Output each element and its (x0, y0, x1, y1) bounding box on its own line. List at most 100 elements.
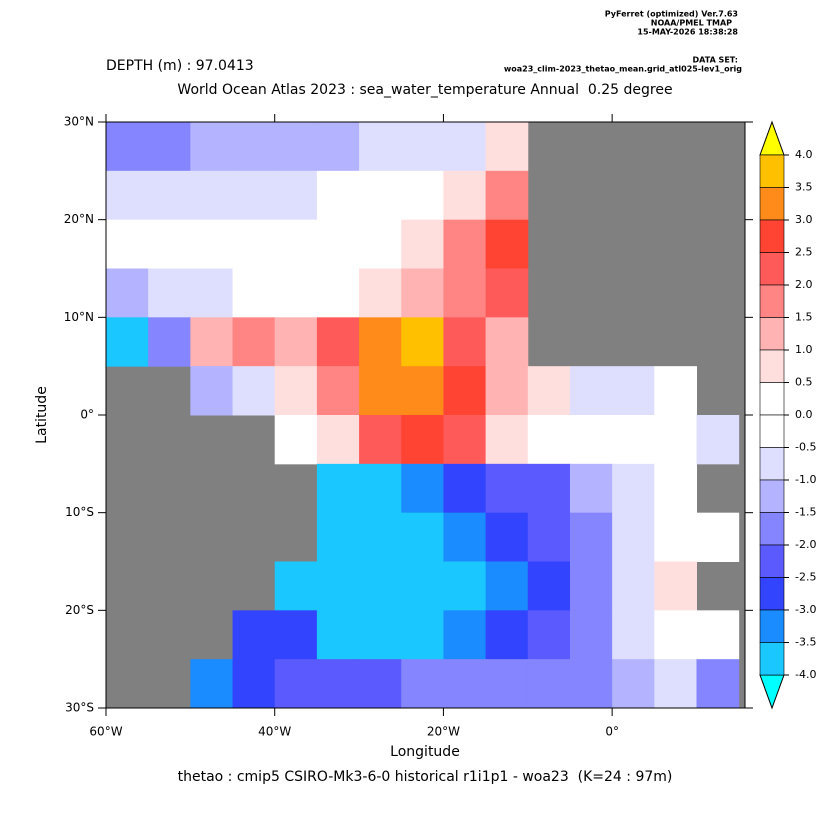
cell (612, 610, 655, 660)
cell (316, 463, 360, 514)
cell (274, 561, 318, 611)
cell (443, 317, 487, 367)
cell (654, 561, 697, 611)
colorbar-label: -1.0 (795, 473, 816, 486)
x-tick-label: 20°W (427, 725, 460, 739)
cell (401, 122, 444, 172)
cell (106, 219, 149, 269)
cell (443, 659, 487, 709)
colorbar-label: -3.0 (795, 603, 816, 616)
cell (443, 463, 487, 514)
cell (485, 317, 529, 367)
cell (696, 659, 740, 709)
cell (569, 561, 613, 611)
cell (316, 512, 360, 562)
cell (527, 415, 571, 465)
cell (527, 561, 571, 611)
colorbar-bin (759, 479, 785, 513)
cell (485, 512, 529, 562)
cell (232, 366, 276, 416)
cell (232, 659, 276, 709)
colorbar-label: -1.5 (795, 506, 816, 519)
x-tick-label: 0° (605, 725, 619, 739)
cell (274, 317, 318, 367)
cell (612, 659, 655, 709)
cell (527, 512, 571, 562)
colorbar-label: -0.5 (795, 441, 816, 454)
cell (190, 122, 234, 172)
colorbar-bin (759, 544, 785, 578)
colorbar-label: 4.0 (795, 148, 813, 161)
cell (443, 561, 487, 611)
colorbar-bin (759, 382, 785, 416)
cell (316, 610, 360, 660)
cell (485, 463, 529, 514)
cell (485, 268, 529, 318)
colorbar-label: 2.0 (795, 278, 813, 291)
cell (106, 122, 149, 172)
colorbar-bin (759, 642, 785, 676)
colorbar-bin (759, 154, 785, 188)
cell (359, 268, 402, 318)
cell (443, 170, 487, 221)
lab: NOAA/PMEL TMAP (651, 19, 732, 28)
colorbar-label: 1.5 (795, 311, 813, 324)
cell (654, 512, 697, 562)
cell (359, 366, 402, 416)
cell (359, 170, 402, 221)
cell (316, 268, 360, 318)
cell (316, 561, 360, 611)
colorbar-bin (759, 512, 785, 546)
cell (654, 366, 697, 416)
x-tick-label: 40°W (258, 725, 291, 739)
cell (359, 610, 402, 660)
cell (569, 463, 613, 514)
cell (148, 219, 191, 269)
cell (232, 610, 276, 660)
colorbar-bin (759, 317, 785, 351)
cell (485, 122, 529, 172)
cell (401, 268, 444, 318)
cell (316, 170, 360, 221)
dataset-label: DATA SET: (693, 56, 738, 65)
cell (316, 122, 360, 172)
cell (401, 659, 444, 709)
y-tick-label: 10°S (65, 505, 94, 519)
cell (190, 317, 234, 367)
footer: thetao : cmip5 CSIRO-Mk3-6-0 historical … (178, 769, 673, 785)
cell (274, 659, 318, 709)
y-tick-label: 0° (80, 408, 94, 422)
colorbar-label: -3.5 (795, 636, 816, 649)
colorbar-bin (759, 577, 785, 611)
cell (443, 610, 487, 660)
y-tick-label: 20°S (65, 603, 94, 617)
cell (148, 268, 191, 318)
y-tick-label: 30°N (64, 115, 94, 129)
cell (401, 317, 444, 367)
cell (654, 415, 697, 465)
cell (106, 317, 149, 367)
colorbar-label: -2.0 (795, 538, 816, 551)
cell (401, 561, 444, 611)
colorbar-label: 0.0 (795, 408, 813, 421)
cell (106, 170, 149, 221)
y-tick-label: 20°N (64, 212, 94, 226)
cell (232, 268, 276, 318)
cell (106, 268, 149, 318)
colorbar-bin (759, 252, 785, 286)
cell (232, 122, 276, 172)
cell (274, 219, 318, 269)
cell (654, 659, 697, 709)
cell (654, 463, 697, 514)
cell (696, 415, 740, 465)
cell (316, 366, 360, 416)
cell (316, 219, 360, 269)
cell (148, 317, 191, 367)
cell (569, 610, 613, 660)
cell (401, 463, 444, 514)
cell (316, 415, 360, 465)
cell (232, 219, 276, 269)
cell (612, 561, 655, 611)
colorbar-bin (759, 284, 785, 318)
